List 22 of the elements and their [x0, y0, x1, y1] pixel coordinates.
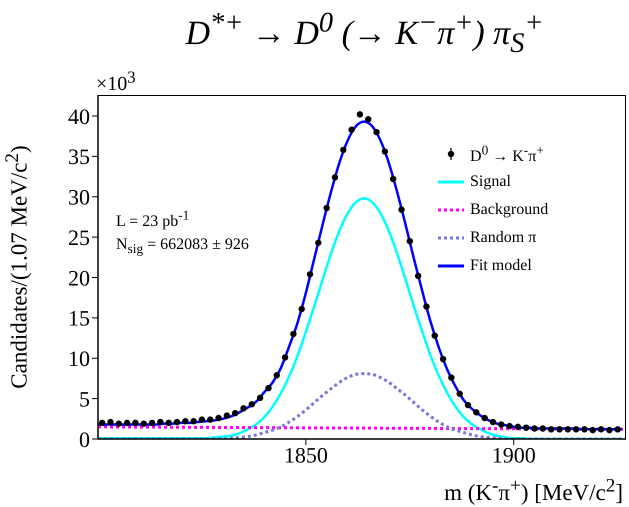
x-tick-label: 1900 — [492, 442, 536, 468]
y-tick-label: 0 — [79, 426, 90, 452]
y-tick-label: 35 — [68, 144, 90, 170]
line-series — [98, 372, 624, 439]
annotation: N$_{sig}$ = 662083 ± 926 — [116, 236, 249, 256]
y-tick-label: 20 — [68, 265, 90, 290]
y-tick-label: 40 — [68, 104, 90, 129]
text: ×10$^{3}$ — [96, 67, 136, 95]
legend-label: Signal — [470, 173, 511, 190]
legend-label: Background — [470, 201, 548, 218]
line-series — [98, 197, 624, 439]
x-tick-label: 1850 — [284, 442, 328, 468]
y-tick-label: 5 — [79, 386, 90, 412]
y-tick-label: 10 — [68, 346, 90, 372]
y-tick-label: 30 — [68, 184, 90, 210]
legend-label: Fit model — [470, 257, 532, 274]
x-axis-title: m (K$^{-}$π$^{+}$) [MeV/c$^{2}$] — [444, 475, 623, 505]
legend-label: D$^{0}$ → K$^{-}$π$^{+}$ — [470, 142, 544, 165]
y-tick-label: 25 — [68, 224, 90, 250]
legend-label: Random π — [470, 229, 536, 246]
y-tick-label: 15 — [68, 306, 90, 331]
annotation: L = 23 pb$^{-1}$ — [116, 208, 190, 230]
